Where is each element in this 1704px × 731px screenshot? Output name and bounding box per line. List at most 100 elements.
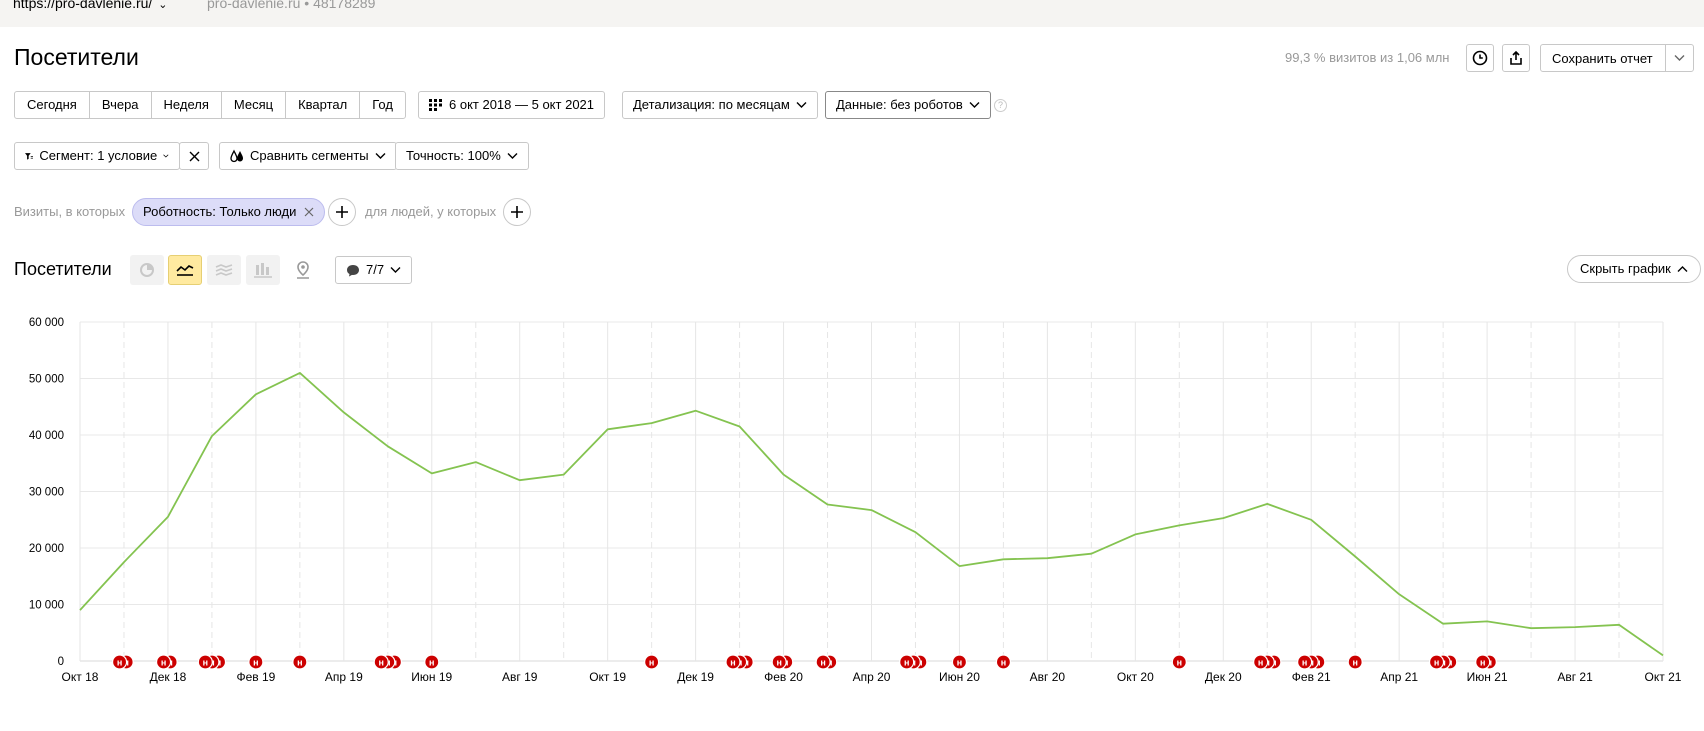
chart-grid bbox=[79, 321, 1664, 662]
data-point[interactable] bbox=[1528, 625, 1534, 631]
data-point[interactable] bbox=[385, 443, 391, 449]
save-report-button[interactable]: Сохранить отчет bbox=[1540, 44, 1694, 72]
period-quarter[interactable]: Квартал bbox=[286, 92, 361, 118]
note-marker[interactable]: н bbox=[1475, 654, 1491, 670]
data-point[interactable] bbox=[1088, 551, 1094, 557]
data-point[interactable] bbox=[473, 459, 479, 465]
data-point[interactable] bbox=[517, 477, 523, 483]
segment-condition-chip[interactable]: Роботность: Только люди bbox=[132, 198, 326, 226]
site-url-selector[interactable]: https://pro-davlenie.ru/ ⌄ bbox=[13, 0, 168, 11]
data-point[interactable] bbox=[956, 563, 962, 569]
note-marker[interactable]: н bbox=[771, 654, 787, 670]
data-point[interactable] bbox=[1396, 591, 1402, 597]
period-today[interactable]: Сегодня bbox=[15, 92, 90, 118]
segment-dropdown[interactable]: Сегмент: 1 условие bbox=[14, 142, 180, 170]
chart-type-area[interactable] bbox=[207, 255, 241, 285]
drops-icon bbox=[230, 149, 243, 163]
note-marker[interactable]: н bbox=[951, 654, 968, 670]
x-tick-label: Апр 20 bbox=[853, 670, 891, 684]
y-tick-label: 20 000 bbox=[29, 543, 64, 555]
data-point[interactable] bbox=[1264, 501, 1270, 507]
note-marker[interactable]: н bbox=[899, 654, 915, 670]
data-point[interactable] bbox=[693, 408, 699, 414]
data-point[interactable] bbox=[297, 370, 303, 376]
x-tick-label: Авг 20 bbox=[1030, 670, 1066, 684]
data-point[interactable] bbox=[341, 409, 347, 415]
data-point[interactable] bbox=[737, 424, 743, 430]
add-visit-condition-button[interactable] bbox=[328, 198, 356, 226]
data-point[interactable] bbox=[1484, 618, 1490, 624]
save-options-button[interactable] bbox=[1665, 45, 1693, 71]
chevron-down-icon bbox=[375, 153, 386, 159]
data-point[interactable] bbox=[1660, 652, 1666, 658]
chart-type-bar[interactable] bbox=[246, 255, 280, 285]
data-point[interactable] bbox=[121, 559, 127, 565]
accuracy-dropdown[interactable]: Точность: 100% bbox=[395, 142, 529, 170]
y-tick-label: 10 000 bbox=[29, 600, 64, 612]
x-tick-label: Фев 20 bbox=[764, 670, 803, 684]
note-marker[interactable]: н bbox=[292, 654, 308, 670]
note-marker[interactable]: н bbox=[155, 654, 172, 670]
svg-text:н: н bbox=[203, 658, 208, 668]
data-point[interactable] bbox=[1352, 553, 1358, 559]
data-point[interactable] bbox=[1220, 515, 1226, 521]
note-marker[interactable]: н bbox=[725, 654, 741, 670]
note-marker[interactable]: н bbox=[644, 654, 660, 670]
history-button[interactable] bbox=[1466, 44, 1494, 72]
data-point[interactable] bbox=[912, 529, 918, 535]
note-marker[interactable]: н bbox=[373, 654, 389, 670]
data-point[interactable] bbox=[605, 426, 611, 432]
note-marker[interactable]: н bbox=[197, 654, 213, 670]
hide-chart-button[interactable]: Скрыть график bbox=[1567, 255, 1701, 283]
note-marker[interactable]: н bbox=[1428, 654, 1445, 670]
note-marker[interactable]: н bbox=[111, 654, 128, 670]
compare-segments-dropdown[interactable]: Сравнить сегменты bbox=[219, 142, 397, 170]
detail-dropdown[interactable]: Детализация: по месяцам bbox=[622, 91, 818, 119]
date-range-button[interactable]: 6 окт 2018 — 5 окт 2021 bbox=[418, 91, 606, 119]
note-marker[interactable]: н bbox=[248, 654, 264, 670]
note-marker[interactable]: н bbox=[1253, 654, 1269, 670]
data-point[interactable] bbox=[1176, 522, 1182, 528]
chart-type-pie[interactable] bbox=[130, 255, 164, 285]
note-marker[interactable]: н bbox=[424, 654, 440, 670]
notes-count: 7/7 bbox=[366, 262, 385, 277]
data-filter-dropdown[interactable]: Данные: без роботов bbox=[825, 91, 991, 119]
clear-segment-button[interactable] bbox=[179, 142, 209, 170]
data-point[interactable] bbox=[165, 514, 171, 520]
counter-meta: pro-davlenie.ru • 48178289 bbox=[207, 0, 376, 11]
add-people-condition-button[interactable] bbox=[503, 198, 531, 226]
data-point[interactable] bbox=[781, 472, 787, 478]
people-condition-label: для людей, у которых bbox=[365, 204, 497, 219]
data-point[interactable] bbox=[561, 472, 567, 478]
data-point[interactable] bbox=[1000, 556, 1006, 562]
note-marker[interactable]: н bbox=[1171, 654, 1187, 670]
data-point[interactable] bbox=[825, 501, 831, 507]
data-point[interactable] bbox=[77, 607, 83, 613]
export-button[interactable] bbox=[1502, 44, 1530, 72]
data-point[interactable] bbox=[649, 420, 655, 426]
chart-type-line[interactable] bbox=[168, 255, 202, 285]
period-yesterday[interactable]: Вчера bbox=[90, 92, 152, 118]
data-point[interactable] bbox=[209, 433, 215, 439]
chart-type-map[interactable] bbox=[286, 255, 320, 285]
data-point[interactable] bbox=[869, 507, 875, 513]
data-point[interactable] bbox=[1044, 555, 1050, 561]
help-icon[interactable]: ? bbox=[994, 99, 1007, 112]
note-marker[interactable]: н bbox=[815, 654, 831, 670]
close-icon[interactable] bbox=[304, 207, 314, 217]
period-selector: Сегодня Вчера Неделя Месяц Квартал Год bbox=[14, 91, 406, 119]
note-marker[interactable]: н bbox=[1297, 654, 1313, 670]
data-point[interactable] bbox=[253, 391, 259, 397]
note-marker[interactable]: н bbox=[995, 654, 1012, 670]
period-year[interactable]: Год bbox=[372, 97, 393, 112]
data-point[interactable] bbox=[1132, 531, 1138, 537]
note-marker[interactable]: н bbox=[1347, 654, 1363, 670]
notes-toggle-button[interactable]: 7/7 bbox=[335, 256, 413, 284]
period-week[interactable]: Неделя bbox=[152, 92, 222, 118]
period-month[interactable]: Месяц bbox=[222, 92, 287, 118]
data-point[interactable] bbox=[429, 470, 435, 476]
data-point[interactable] bbox=[1572, 624, 1578, 630]
data-point[interactable] bbox=[1616, 622, 1622, 628]
data-point[interactable] bbox=[1308, 517, 1314, 523]
data-point[interactable] bbox=[1440, 621, 1446, 627]
